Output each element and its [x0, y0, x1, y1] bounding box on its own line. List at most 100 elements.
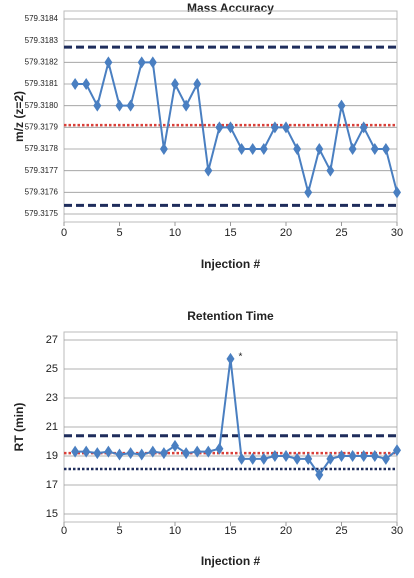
- data-point: [315, 468, 324, 481]
- data-point: [248, 143, 257, 155]
- data-point: [304, 452, 313, 465]
- y-tick-label: 15: [46, 508, 58, 520]
- x-tick-label: 10: [169, 227, 181, 239]
- data-point: [82, 78, 91, 90]
- data-point: [259, 452, 268, 465]
- data-point: [282, 121, 290, 134]
- data-point: [226, 352, 235, 365]
- data-point: [82, 445, 91, 458]
- y-tick-label: 579.3181: [25, 79, 59, 88]
- y-tick-label: 579.3184: [25, 14, 59, 23]
- data-point: [293, 452, 302, 465]
- data-point: [359, 121, 368, 134]
- data-point: [204, 164, 213, 177]
- y-axis-title: m/z (z=2): [12, 91, 26, 142]
- data-point: [381, 143, 390, 155]
- data-point: [104, 445, 113, 458]
- y-tick-label: 579.3182: [25, 57, 59, 66]
- x-tick-label: 15: [224, 525, 236, 537]
- data-point: [370, 143, 379, 155]
- data-point: [381, 452, 390, 465]
- y-tick-label: 19: [46, 450, 58, 462]
- y-tick-label: 579.3177: [25, 166, 59, 175]
- y-tick-label: 579.3175: [25, 209, 59, 218]
- y-tick-label: 21: [46, 421, 58, 433]
- data-point: [104, 56, 113, 69]
- y-axis-title: RT (min): [12, 403, 26, 452]
- data-point: [71, 78, 80, 90]
- data-point: [337, 450, 346, 462]
- x-tick-label: 0: [61, 227, 67, 239]
- y-tick-label: 579.3179: [25, 122, 59, 131]
- data-point: [215, 121, 224, 134]
- x-tick-label: 15: [224, 227, 236, 239]
- data-point: [215, 442, 224, 455]
- data-point: [393, 186, 401, 199]
- plot-frame: [63, 10, 398, 223]
- x-tick-label: 10: [169, 525, 181, 537]
- data-point: [182, 447, 191, 460]
- data-point: [315, 143, 324, 155]
- x-tick-label: 25: [335, 227, 347, 239]
- data-point: [115, 448, 124, 461]
- y-tick-label: 579.3180: [25, 101, 59, 110]
- x-axis-title: Injection #: [201, 554, 261, 568]
- y-tick-label: 27: [46, 334, 58, 346]
- annotation: *: [239, 351, 243, 362]
- data-point: [304, 186, 313, 199]
- y-tick-label: 17: [46, 479, 58, 491]
- data-point: [126, 99, 135, 112]
- x-tick-label: 30: [391, 227, 403, 239]
- data-point: [348, 450, 357, 462]
- x-tick-label: 0: [61, 525, 67, 537]
- data-point: [93, 99, 102, 112]
- series-line: [75, 358, 398, 477]
- y-tick-label: 579.3183: [25, 36, 59, 45]
- data-point: [293, 143, 302, 155]
- data-point: [71, 445, 80, 458]
- data-point: [259, 143, 268, 155]
- data-point: [370, 450, 379, 462]
- y-tick-label: 25: [46, 363, 58, 375]
- data-point: [171, 439, 179, 452]
- data-point: [393, 444, 401, 457]
- data-point: [93, 447, 102, 460]
- data-point: [237, 452, 246, 465]
- data-point: [348, 143, 357, 155]
- data-point: [282, 450, 290, 462]
- data-point: [270, 450, 279, 462]
- x-tick-label: 5: [116, 227, 122, 239]
- chart-title: Retention Time: [187, 309, 274, 323]
- x-tick-label: 20: [280, 227, 292, 239]
- data-point: [148, 56, 157, 69]
- data-point: [115, 99, 124, 112]
- data-point: [326, 452, 335, 465]
- data-point: [237, 143, 246, 155]
- x-tick-label: 5: [116, 525, 122, 537]
- y-tick-label: 579.3176: [25, 187, 59, 196]
- data-point: [337, 99, 346, 112]
- data-point: [126, 447, 135, 460]
- y-tick-label: 23: [46, 392, 58, 404]
- data-point: [159, 143, 168, 155]
- data-point: [193, 78, 202, 90]
- data-point: [359, 450, 368, 462]
- x-axis-title: Injection #: [201, 257, 261, 271]
- chart-title: Mass Accuracy: [187, 1, 274, 15]
- data-point: [137, 448, 146, 461]
- x-tick-label: 25: [335, 525, 347, 537]
- data-point: [248, 452, 257, 465]
- data-point: [182, 99, 191, 112]
- data-point: [137, 56, 146, 69]
- data-point: [270, 121, 279, 134]
- x-tick-label: 30: [391, 525, 403, 537]
- data-point: [193, 445, 202, 458]
- data-point: [326, 164, 335, 177]
- data-point: [204, 445, 213, 458]
- data-point: [159, 447, 168, 460]
- x-tick-label: 20: [280, 525, 292, 537]
- data-point: [226, 121, 235, 134]
- data-point: [148, 445, 157, 458]
